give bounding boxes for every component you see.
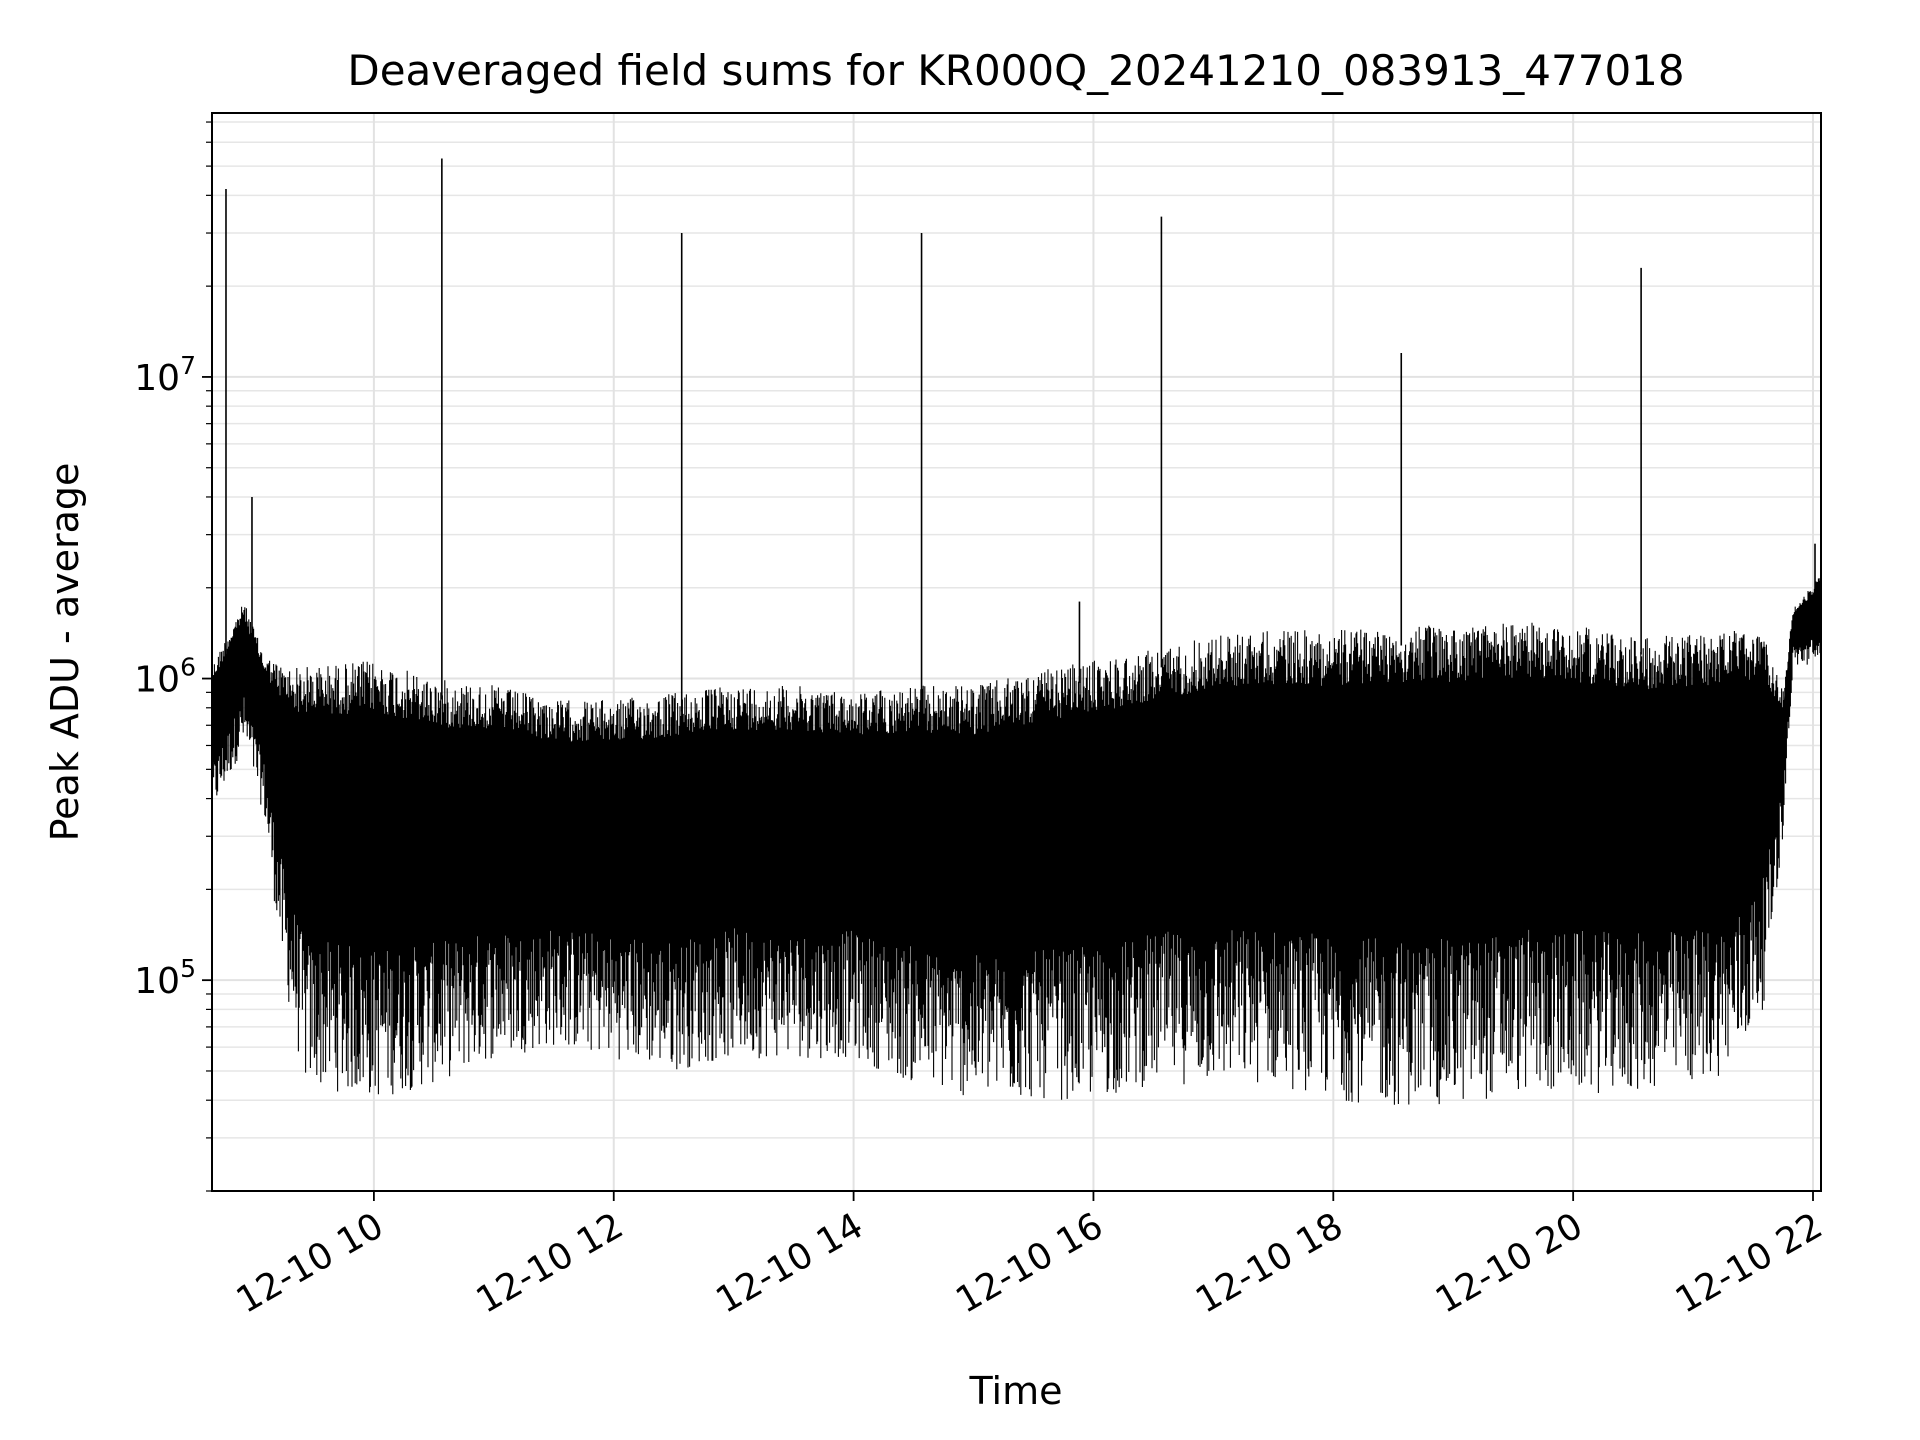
y-tick-label: 107 [134, 351, 196, 399]
y-tick-label: 105 [134, 954, 196, 1002]
y-axis-label: Peak ADU - average [43, 463, 87, 842]
data-series [211, 158, 1822, 1105]
series-dense-band [212, 586, 1821, 955]
x-axis-label: Time [969, 1369, 1063, 1413]
y-tick-label: 106 [134, 653, 196, 701]
chart-title: Deaveraged field sums for KR000Q_2024121… [347, 46, 1684, 95]
plot-frame [211, 112, 1822, 1192]
